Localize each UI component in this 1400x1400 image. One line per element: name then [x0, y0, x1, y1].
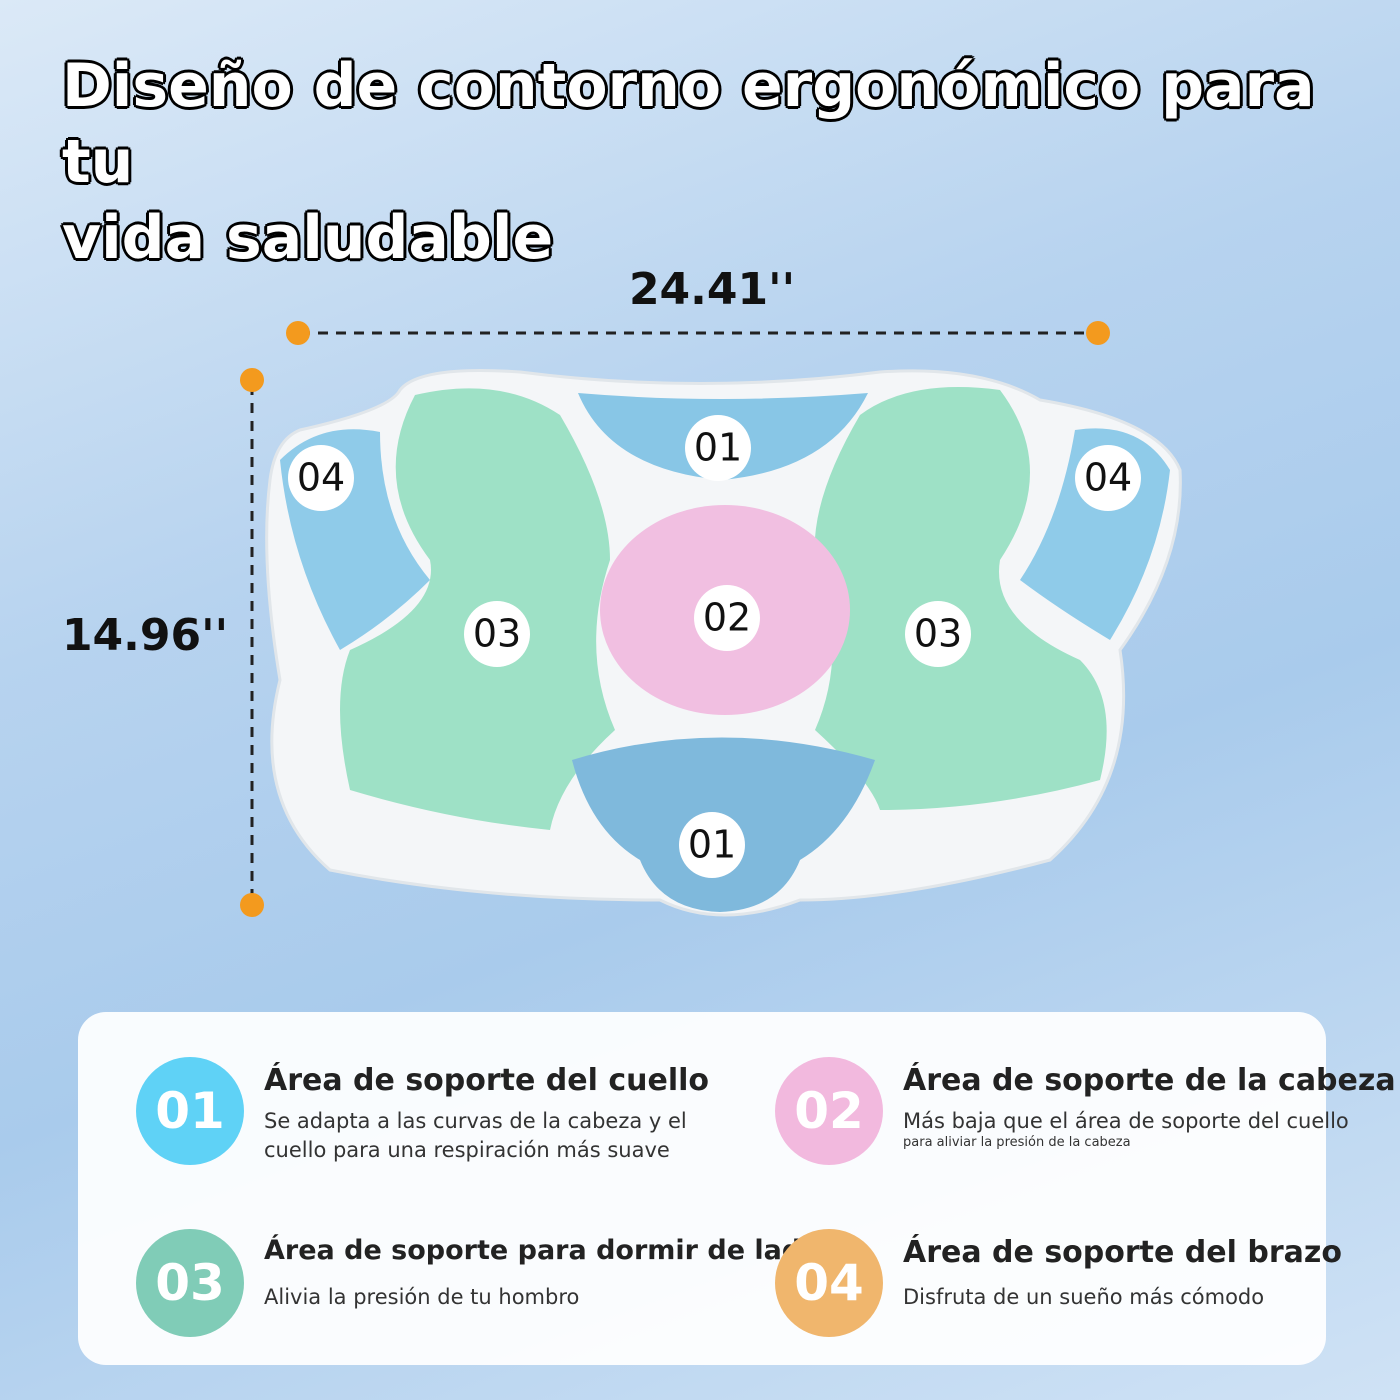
- zone-label: 04: [297, 456, 345, 500]
- desc-line: para aliviar la presión de la cabeza: [903, 1135, 1131, 1150]
- feature-number: 01: [136, 1057, 244, 1165]
- width-label: 24.41'': [629, 264, 795, 315]
- zone-label: 01: [688, 823, 736, 867]
- title-line: vida saludable: [62, 203, 554, 273]
- desc-line: cuello para una respiración más suave: [264, 1138, 670, 1162]
- zone-badge: [685, 415, 751, 481]
- feature: 02 Área de soporte de la cabeza Más baja…: [775, 1057, 1396, 1177]
- zone-badge: [905, 601, 971, 667]
- zone-label: 03: [914, 612, 962, 656]
- title-line: Diseño de contorno ergonómico para tu: [62, 51, 1315, 197]
- dot: [240, 893, 264, 917]
- feature-number: 03: [136, 1229, 244, 1337]
- feature-title: Área de soporte del brazo: [903, 1235, 1342, 1270]
- zone-badge: [288, 445, 354, 511]
- feature: 01 Área de soporte del cuello Se adapta …: [136, 1057, 756, 1177]
- feature: 03 Área de soporte para dormir de lado A…: [136, 1229, 820, 1349]
- desc-line: Más baja que el área de soporte del cuel…: [903, 1109, 1349, 1133]
- zone-label: 02: [703, 596, 751, 640]
- title: Diseño de contorno ergonómico para tu vi…: [62, 48, 1400, 276]
- zone-badge: [464, 601, 530, 667]
- feature: 04 Área de soporte del brazo Disfruta de…: [775, 1229, 1395, 1349]
- dot: [1086, 321, 1110, 345]
- feature-number: 04: [775, 1229, 883, 1337]
- desc-line: Disfruta de un sueño más cómodo: [903, 1285, 1265, 1309]
- zone-03-right: [814, 387, 1107, 810]
- feature-description: Se adapta a las curvas de la cabeza y el…: [264, 1107, 687, 1165]
- feature-title: Área de soporte del cuello: [264, 1063, 710, 1098]
- feature-description: Disfruta de un sueño más cómodo: [903, 1283, 1264, 1312]
- feature-description: Alivia la presión de tu hombro: [264, 1283, 579, 1312]
- feature-title: Área de soporte para dormir de lado: [264, 1235, 820, 1266]
- feature-number: 02: [775, 1057, 883, 1165]
- zone-badge: [694, 585, 760, 651]
- height-label: 14.96'': [62, 610, 228, 661]
- feature-title: Área de soporte de la cabeza: [903, 1063, 1396, 1098]
- zone-label: 03: [473, 612, 521, 656]
- zone-badge: [679, 812, 745, 878]
- zone-label: 04: [1084, 456, 1132, 500]
- dot: [286, 321, 310, 345]
- desc-line: Se adapta a las curvas de la cabeza y el: [264, 1109, 687, 1133]
- desc-line: Alivia la presión de tu hombro: [264, 1285, 580, 1309]
- pillow-diagram: 24.41'' 14.96'' 01 01 02 03 03 04 04: [62, 264, 1182, 917]
- zone-badge: [1075, 445, 1141, 511]
- legend-card: 01 Área de soporte del cuello Se adapta …: [78, 1012, 1396, 1365]
- zone-label: 01: [694, 426, 742, 470]
- dot: [240, 368, 264, 392]
- feature-description: Más baja que el área de soporte del cuel…: [903, 1107, 1349, 1150]
